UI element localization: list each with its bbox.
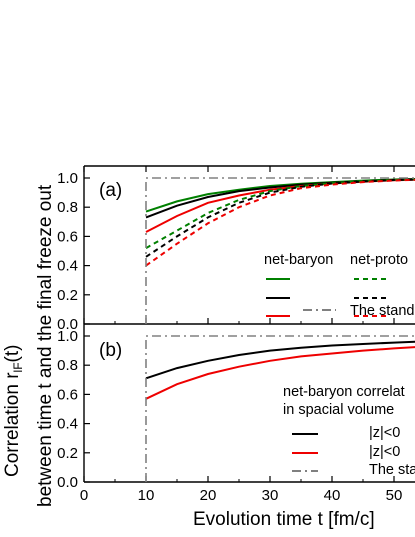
y-tick-label-p0-5: 1.0: [57, 170, 78, 187]
series-line-p0-6: [145, 177, 415, 324]
y-axis-label-main: Correlation r: [2, 372, 23, 477]
y-tick-label-p1-3: 0.6: [57, 386, 78, 403]
axis-ticks: 0 10 20 30 40 500.20.40.60.81.00.00.00.20.40.…: [57, 166, 403, 504]
legend-b-title-1: net-baryon correlat: [283, 384, 405, 400]
x-axis-label: Evolution time t [fm/c]: [193, 509, 375, 530]
x-tick-label-4: 40: [324, 487, 341, 504]
legend-b-entry-2: |z|<0: [369, 444, 400, 460]
y-tick-label-p1-0: 0.0: [57, 474, 78, 491]
y-axis-label-2: between time t and the final freeze out: [35, 184, 56, 507]
panel-a-label: (a): [99, 180, 122, 201]
y-tick-label-p1-2: 0.4: [57, 416, 78, 433]
legend-b-title-2: in spacial volume: [283, 402, 394, 418]
legend-a-col1-header: net-baryon: [264, 252, 333, 268]
legend-swatches: [266, 278, 386, 472]
y-tick-label-p0-2: 0.4: [57, 258, 78, 275]
series-lines: [145, 177, 415, 482]
y-tick-label-p1-1: 0.2: [57, 445, 78, 462]
legend-b-entry-1: |z|<0: [369, 425, 400, 441]
panel-b-label: (b): [99, 340, 122, 361]
x-tick-label-5: 50: [386, 487, 403, 504]
x-tick-label-0: 0: [80, 487, 88, 504]
y-tick-label-p1-4: 0.8: [57, 357, 78, 374]
x-tick-label-3: 30: [262, 487, 279, 504]
legend-b-entry-3: The sta: [369, 462, 415, 478]
y-tick-label-p0-4: 0.8: [57, 199, 78, 216]
x-tick-label-1: 10: [138, 487, 155, 504]
series-line-p1-0: [145, 340, 415, 380]
y-axis-label-sub: lF: [11, 362, 25, 372]
x-tick-label-2: 20: [200, 487, 217, 504]
series-line-p1-2: [145, 335, 415, 482]
legend-a-col2-header: net-proto: [350, 252, 408, 268]
y-tick-label-p0-1: 0.2: [57, 287, 78, 304]
y-axis-label: Correlation rlF(t): [2, 345, 25, 477]
y-axis-label-suffix: (t): [2, 345, 23, 363]
y-tick-label-p1-5: 1.0: [57, 328, 78, 345]
series-line-p0-4: [145, 178, 415, 258]
series-line-p1-1: [145, 346, 415, 400]
y-tick-label-p0-3: 0.6: [57, 228, 78, 245]
legend-a-standard-label: The stand: [350, 303, 415, 319]
series-line-p0-0: [145, 177, 415, 213]
series-line-p0-5: [145, 178, 415, 267]
y-tick-label-p0-0: 0.0: [57, 316, 78, 333]
